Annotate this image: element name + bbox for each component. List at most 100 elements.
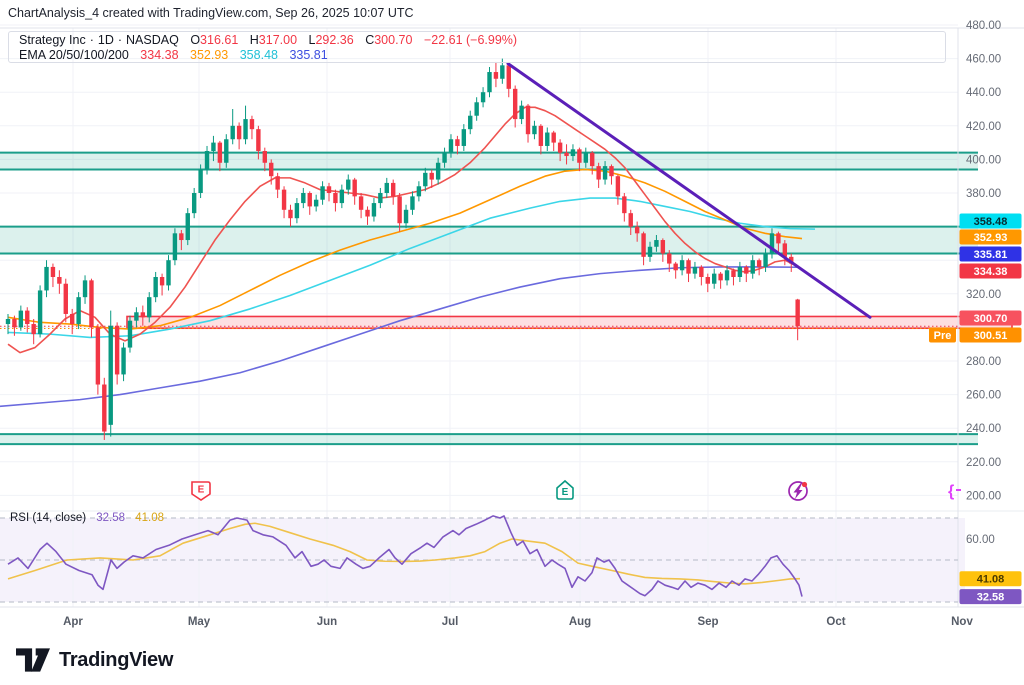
candle-body	[699, 266, 704, 277]
candle-body	[294, 203, 300, 219]
change-value: −22.61 (−6.99%)	[423, 33, 518, 47]
price-badge-352.93-label: 352.93	[974, 232, 1008, 244]
month-label: Aug	[569, 616, 591, 628]
candle-body	[256, 129, 261, 151]
candle-body	[590, 152, 595, 167]
candle-body	[455, 139, 460, 146]
candle-body	[185, 213, 190, 241]
candle-body	[532, 125, 537, 135]
candle-body	[519, 105, 524, 120]
news-flash-icon-alert-dot	[801, 481, 808, 488]
candle-body	[686, 260, 691, 274]
candle-body	[371, 203, 377, 217]
open-value: 316.61	[200, 33, 239, 47]
candle-body	[18, 310, 24, 328]
high-label: H	[249, 33, 259, 47]
candle-body	[358, 196, 364, 210]
candle-body	[140, 312, 146, 318]
rsi-legend: RSI (14, close) 32.58 41.08	[10, 512, 164, 524]
candle-body	[31, 324, 36, 335]
candle-body	[776, 233, 781, 244]
tradingview-logo-icon	[16, 648, 50, 672]
candle-body	[634, 226, 640, 234]
candle-body	[660, 240, 666, 254]
high-value: 317.00	[258, 33, 298, 47]
candle-body	[333, 193, 338, 204]
candle-body	[487, 72, 492, 93]
close-value: 300.70	[374, 33, 413, 47]
price-tick-label: 420.00	[966, 121, 1001, 133]
candle-body	[313, 199, 319, 207]
candle-body	[789, 256, 794, 264]
symbol-interval: 1D	[97, 33, 114, 47]
candle-body	[474, 102, 479, 116]
open-label: O	[190, 33, 201, 47]
candle-body	[326, 186, 332, 193]
candle-body	[654, 240, 659, 247]
candle-body	[108, 325, 113, 425]
price-badge-300.70-label: 300.70	[974, 313, 1008, 325]
candle-body	[127, 320, 133, 348]
candle-body	[538, 125, 544, 146]
candle-body	[95, 327, 101, 385]
candle-body	[609, 166, 614, 177]
candle-body	[718, 273, 723, 281]
price-badge-358.48-label: 358.48	[974, 216, 1008, 228]
candle-body	[712, 273, 717, 284]
symbol-exchange: NASDAQ	[126, 33, 179, 47]
candle-body	[410, 196, 415, 210]
month-label: May	[188, 616, 211, 628]
candle-body	[461, 129, 467, 146]
candle-body	[63, 283, 68, 314]
price-badge-358.48	[959, 213, 1022, 229]
candle-body	[667, 253, 672, 264]
earnings-miss-icon[interactable]	[191, 481, 211, 501]
candle-body	[281, 189, 287, 210]
month-label: Oct	[826, 616, 845, 628]
candle-body	[236, 125, 242, 140]
rsi-ma-line	[7, 522, 801, 585]
candle-body	[506, 65, 511, 89]
candle-body	[301, 193, 306, 204]
candle-body	[397, 196, 402, 224]
candle-body	[307, 193, 312, 207]
candle-body	[384, 182, 389, 193]
candle-body	[763, 253, 768, 267]
close-label: C	[365, 33, 375, 47]
candle-body	[70, 313, 75, 325]
price-tick-label: 260.00	[966, 390, 1001, 402]
candle-body	[204, 151, 210, 170]
news-flash-icon-bolt	[793, 483, 803, 499]
candle-body	[557, 142, 563, 153]
month-label: Sep	[697, 616, 718, 628]
rsi-badge-32.58-label: 32.58	[977, 592, 1005, 604]
candle-body	[159, 277, 165, 286]
candle-body	[673, 263, 678, 271]
demand-zone-lower	[0, 434, 978, 445]
price-tick-label: 240.00	[966, 423, 1001, 435]
earnings-beat-icon[interactable]	[556, 479, 574, 500]
candle-body	[269, 162, 274, 177]
clipped-event-icon[interactable]: {	[948, 483, 954, 500]
symbol-name: Strategy Inc	[19, 33, 86, 47]
candle-body	[339, 189, 345, 204]
rsi-value: 32.58	[96, 512, 126, 524]
tradingview-wordmark: TradingView	[59, 648, 174, 671]
candle-body	[705, 277, 710, 284]
tradingview-footer: TradingView	[16, 648, 173, 672]
candle-body	[224, 139, 229, 163]
low-label: L	[308, 33, 316, 47]
candle-body	[737, 266, 743, 277]
candle-body	[525, 105, 531, 135]
candle-body	[365, 209, 370, 217]
price-tick-label: 400.00	[966, 154, 1001, 166]
ema100-line	[7, 197, 816, 339]
price-badge-300.51-label: 300.51	[974, 330, 1008, 342]
candle-body	[583, 152, 588, 163]
candle-body	[795, 299, 800, 327]
ema50-value: 352.93	[190, 48, 229, 62]
candle-body	[647, 246, 653, 257]
candle-body	[82, 280, 88, 298]
